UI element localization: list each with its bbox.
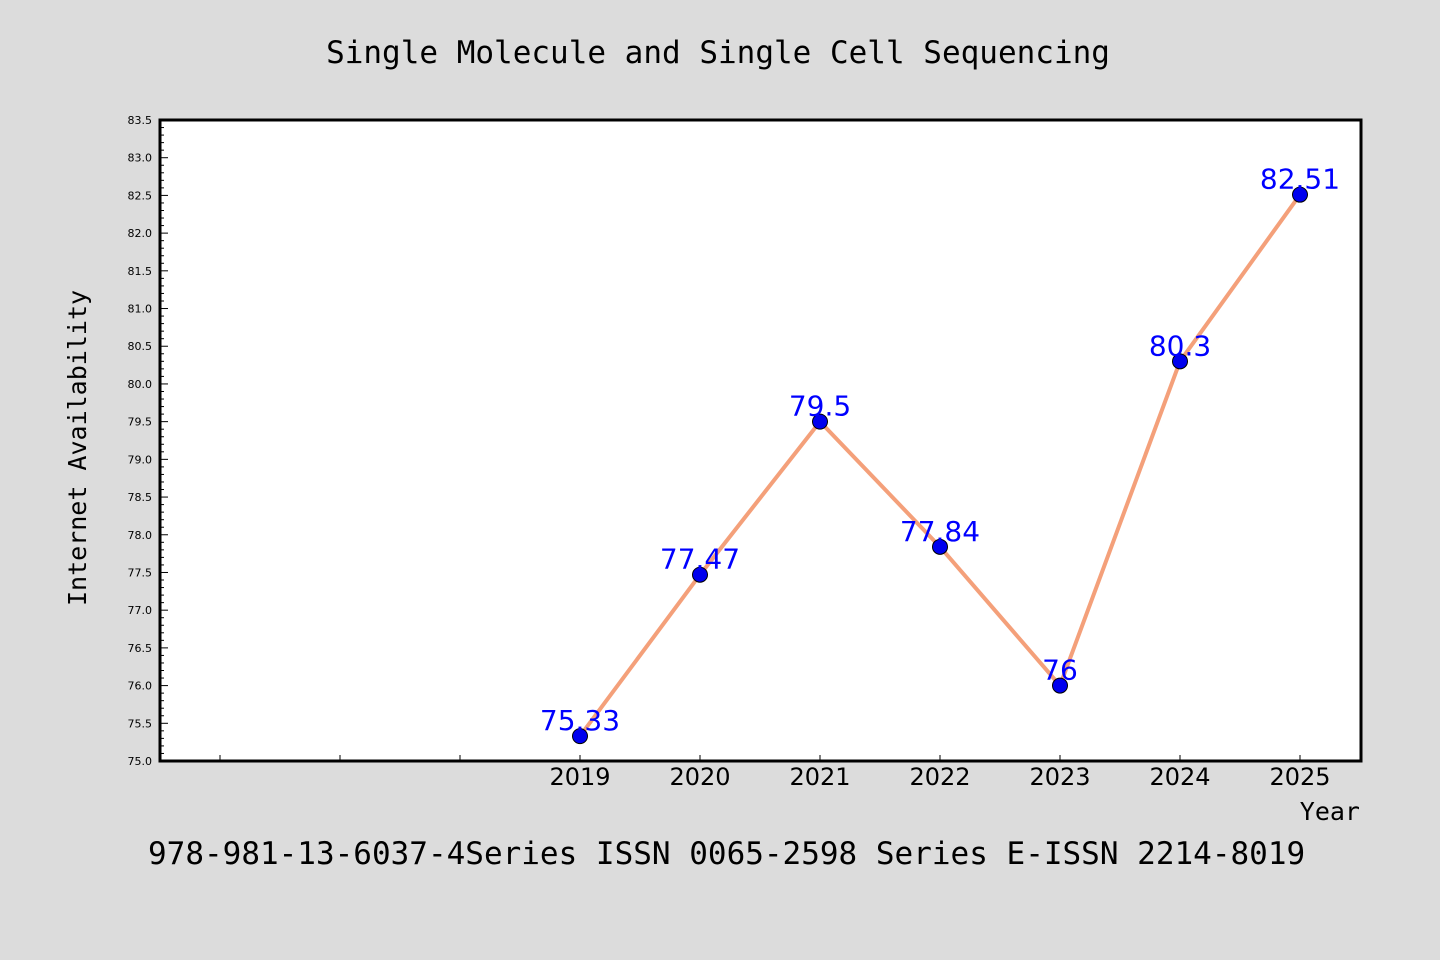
y-tick-label: 75.5 [128, 717, 153, 730]
x-axis: 2019 2020 2021 2022 2023 2024 2025 [219, 755, 1331, 791]
x-tick-label: 2024 [1149, 763, 1210, 791]
y-tick-label: 82.0 [128, 227, 153, 240]
data-point-marker [812, 413, 828, 430]
data-point-marker [1052, 677, 1068, 694]
x-tick-label: 2022 [909, 763, 970, 791]
y-tick-label: 82.5 [128, 189, 153, 202]
data-label: 75.33 [540, 704, 620, 737]
data-label: 82.51 [1260, 163, 1340, 196]
data-point-marker [1172, 353, 1188, 370]
data-point-marker [692, 566, 708, 583]
data-label: 76 [1042, 654, 1078, 687]
data-label: 77.47 [660, 543, 740, 576]
y-tick-label: 79.0 [128, 453, 153, 466]
y-tick-label: 78.0 [128, 529, 153, 542]
data-label: 80.3 [1149, 329, 1211, 362]
y-tick-label: 80.5 [128, 340, 153, 353]
series-layer: 75.33 77.47 79.5 77.84 76 80.3 82.51 [540, 163, 1340, 745]
data-label: 79.5 [789, 390, 851, 423]
y-tick-label: 76.5 [128, 642, 153, 655]
y-tick-label: 76.0 [128, 680, 153, 693]
y-tick-label: 77.0 [128, 604, 153, 617]
x-tick-label: 2021 [789, 763, 850, 791]
y-tick-label: 80.0 [128, 378, 153, 391]
x-tick-label: 2023 [1029, 763, 1090, 791]
footer-text: 978-981-13-6037-4Series ISSN 0065-2598 S… [148, 836, 1305, 872]
y-tick-label: 77.5 [128, 566, 153, 579]
y-axis-title: Internet Availability [63, 290, 92, 606]
plot-frame [158, 118, 1363, 763]
data-label: 77.84 [900, 515, 980, 548]
plot-area [160, 120, 1361, 761]
y-tick-label: 79.5 [128, 416, 153, 429]
data-point-marker [572, 728, 588, 745]
y-tick-label: 83.5 [128, 114, 153, 127]
x-tick-label: 2020 [669, 763, 730, 791]
data-point-marker [932, 538, 948, 555]
x-tick-label: 2019 [549, 763, 610, 791]
data-point-marker [1292, 186, 1308, 203]
y-tick-label: 75.0 [128, 755, 153, 768]
y-tick-label: 81.5 [128, 265, 153, 278]
y-tick-label: 78.5 [128, 491, 153, 504]
chart-title: Single Molecule and Single Cell Sequenci… [326, 35, 1110, 71]
y-tick-label: 81.0 [128, 303, 153, 316]
y-tick-label: 83.0 [128, 152, 153, 165]
x-axis-title: Year [1300, 797, 1360, 826]
x-tick-label: 2025 [1269, 763, 1330, 791]
